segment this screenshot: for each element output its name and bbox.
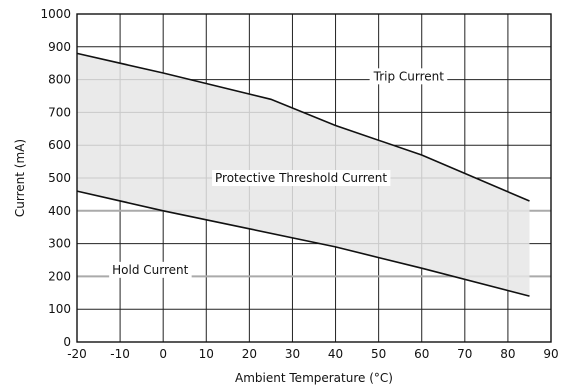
x-tick-label: 50 <box>371 347 386 361</box>
y-tick-label: 800 <box>48 73 71 87</box>
x-tick-label: 80 <box>500 347 515 361</box>
y-tick-label: 300 <box>48 237 71 251</box>
x-tick-label: -20 <box>67 347 87 361</box>
annotation-label: Protective Threshold Current <box>215 171 387 185</box>
annotation-label: Trip Current <box>373 69 445 83</box>
x-tick-label: -10 <box>110 347 130 361</box>
y-tick-label: 0 <box>63 335 71 349</box>
hold-current-line <box>76 190 530 297</box>
annotations: Trip Current Protective Threshold Current… <box>109 68 448 278</box>
x-tick-label: 20 <box>242 347 257 361</box>
x-tick-labels: -20 -10 0 10 20 30 40 50 60 70 80 90 <box>67 347 558 361</box>
annotation-2: Hold Current <box>109 261 192 278</box>
y-tick-label: 500 <box>48 171 71 185</box>
trip-current-line <box>76 52 530 202</box>
y-tick-label: 200 <box>48 269 71 283</box>
x-tick-label: 10 <box>199 347 214 361</box>
y-tick-label: 700 <box>48 105 71 119</box>
y-tick-label: 100 <box>48 302 71 316</box>
annotation-label: Hold Current <box>112 263 188 277</box>
annotation-0: Trip Current <box>369 68 448 85</box>
y-axis-title: Current (mA) <box>13 139 27 217</box>
y-tick-label: 900 <box>48 40 71 54</box>
y-tick-label: 1000 <box>40 7 71 21</box>
x-tick-label: 60 <box>414 347 429 361</box>
x-tick-label: 90 <box>543 347 558 361</box>
x-axis-title: Ambient Temperature (°C) <box>235 371 393 385</box>
x-tick-label: 0 <box>159 347 167 361</box>
x-tick-label: 30 <box>285 347 300 361</box>
annotation-1: Protective Threshold Current <box>212 170 391 186</box>
plot-frame <box>76 13 552 343</box>
x-tick-label: 70 <box>457 347 472 361</box>
x-tick-label: 40 <box>328 347 343 361</box>
y-tick-label: 600 <box>48 138 71 152</box>
y-tick-labels: 0 100 200 300 400 500 600 700 800 900 1000 <box>40 7 71 349</box>
y-tick-label: 400 <box>48 204 71 218</box>
